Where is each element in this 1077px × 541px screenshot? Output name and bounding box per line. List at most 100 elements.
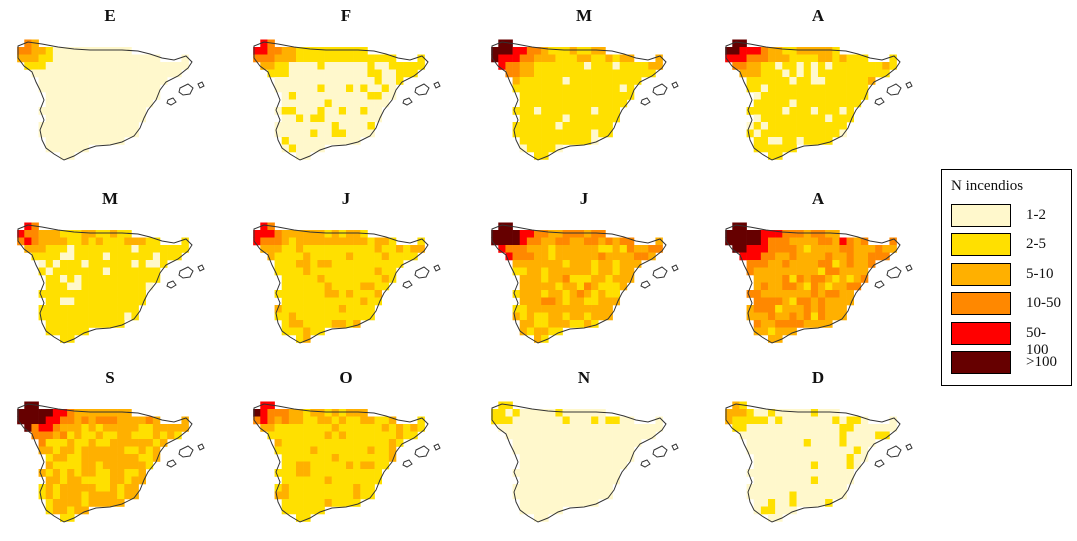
grid-cell bbox=[81, 252, 89, 261]
grid-cell bbox=[584, 424, 592, 432]
grid-cell bbox=[388, 454, 397, 462]
grid-cell bbox=[281, 320, 290, 328]
grid-cell bbox=[810, 446, 819, 455]
grid-cell bbox=[753, 92, 762, 100]
grid-cell bbox=[541, 107, 549, 115]
grid-cell bbox=[796, 431, 805, 440]
grid-cell bbox=[324, 416, 333, 425]
grid-cell bbox=[117, 499, 125, 507]
grid-cell bbox=[95, 446, 104, 455]
grid-cell bbox=[526, 320, 535, 328]
grid-cell bbox=[331, 305, 340, 313]
grid-cell bbox=[324, 54, 333, 63]
grid-cell bbox=[117, 84, 125, 93]
grid-cell bbox=[782, 446, 790, 455]
grid-cell bbox=[605, 461, 613, 470]
grid-cell bbox=[760, 122, 769, 130]
grid-cell bbox=[753, 252, 762, 261]
grid-cell bbox=[818, 69, 826, 78]
grid-cell bbox=[95, 290, 104, 298]
grid-cell bbox=[331, 320, 340, 328]
grid-cell bbox=[753, 416, 762, 425]
grid-cell bbox=[576, 84, 585, 93]
grid-cell bbox=[782, 77, 790, 85]
grid-cell bbox=[396, 62, 404, 70]
grid-cell bbox=[846, 252, 855, 261]
grid-cell bbox=[45, 47, 54, 55]
grid-cell bbox=[81, 275, 89, 283]
grid-cell bbox=[260, 409, 268, 417]
grid-cell bbox=[839, 491, 847, 500]
coastline bbox=[17, 403, 193, 523]
grid-cell bbox=[45, 476, 54, 485]
grid-cell bbox=[498, 424, 506, 432]
grid-cell bbox=[388, 54, 397, 63]
grid-cell bbox=[95, 312, 104, 321]
grid-cell bbox=[281, 297, 290, 306]
grid-cell bbox=[725, 47, 733, 55]
grid-cell bbox=[317, 290, 325, 298]
island-outline bbox=[886, 83, 902, 96]
grid-cell bbox=[296, 282, 304, 291]
grid-cell bbox=[768, 275, 776, 283]
grid-cell bbox=[131, 290, 139, 298]
grid-cell bbox=[60, 327, 68, 336]
grid-cell bbox=[775, 506, 783, 515]
grid-cell bbox=[882, 424, 890, 432]
grid-cell bbox=[381, 446, 390, 455]
grid-cell bbox=[875, 245, 883, 253]
grid-cell bbox=[584, 92, 592, 100]
grid-cell bbox=[789, 137, 797, 145]
grid-cell bbox=[24, 222, 32, 231]
grid-cell bbox=[288, 129, 297, 138]
grid-cell bbox=[818, 62, 826, 70]
grid-cell bbox=[541, 491, 549, 500]
grid-cell bbox=[338, 122, 347, 130]
grid-cell bbox=[846, 245, 855, 253]
grid-cell bbox=[760, 245, 769, 253]
grid-cell bbox=[512, 439, 521, 447]
grid-cell bbox=[491, 237, 499, 246]
grid-cell bbox=[789, 237, 797, 246]
grid-cell bbox=[725, 237, 733, 246]
grid-cell bbox=[67, 491, 75, 500]
grid-cell bbox=[626, 446, 635, 455]
grid-cell bbox=[288, 499, 297, 507]
grid-cell bbox=[124, 129, 132, 138]
grid-cell bbox=[839, 290, 847, 298]
grid-cell bbox=[562, 114, 571, 123]
grid-cell bbox=[181, 62, 189, 70]
grid-cell bbox=[775, 446, 783, 455]
grid-cell bbox=[605, 62, 613, 70]
grid-cell bbox=[317, 137, 325, 145]
grid-cell bbox=[88, 267, 97, 276]
grid-cell bbox=[732, 401, 740, 410]
grid-cell bbox=[555, 129, 563, 138]
grid-cell bbox=[832, 469, 840, 477]
grid-cell bbox=[619, 275, 628, 283]
grid-cell bbox=[117, 439, 125, 447]
grid-cell bbox=[367, 297, 375, 306]
grid-cell bbox=[145, 237, 154, 246]
grid-cell bbox=[310, 282, 318, 291]
grid-cell bbox=[417, 245, 425, 253]
grid-cell bbox=[598, 424, 606, 432]
grid-cell bbox=[95, 275, 104, 283]
grid-cell bbox=[81, 431, 89, 440]
grid-cell bbox=[317, 69, 325, 78]
grid-cell bbox=[367, 312, 375, 321]
grid-cell bbox=[810, 275, 819, 283]
grid-cell bbox=[534, 47, 542, 55]
grid-cell bbox=[569, 320, 578, 328]
grid-cell bbox=[555, 260, 563, 268]
grid-cell bbox=[81, 129, 89, 138]
grid-cell bbox=[288, 312, 297, 321]
grid-cell bbox=[88, 469, 97, 477]
grid-cell bbox=[775, 267, 783, 276]
grid-cell bbox=[775, 416, 783, 425]
grid-cell bbox=[267, 69, 275, 78]
grid-cell bbox=[124, 469, 132, 477]
grid-cell bbox=[846, 424, 855, 432]
grid-cell bbox=[789, 469, 797, 477]
grid-cell bbox=[338, 491, 347, 500]
